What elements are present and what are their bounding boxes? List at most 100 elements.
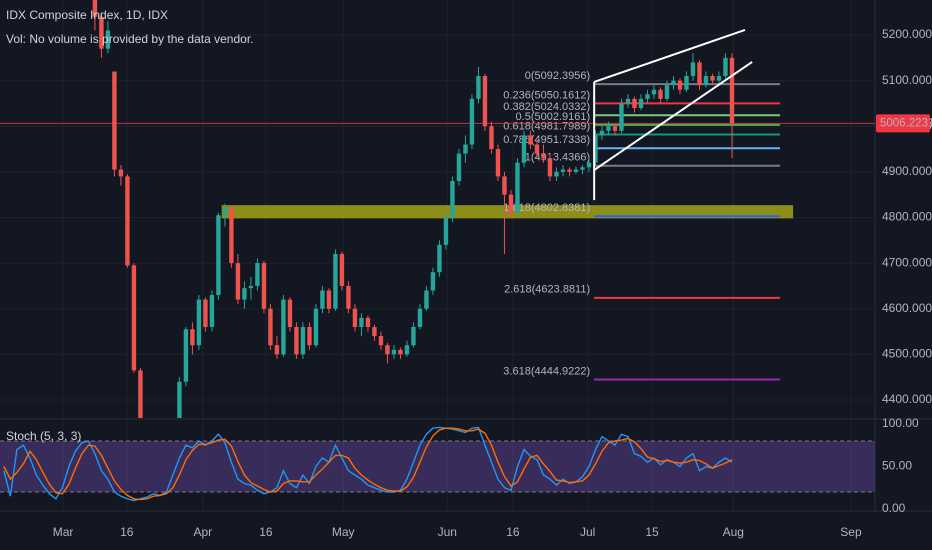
candle-body [677, 80, 683, 90]
candle-body [495, 149, 501, 177]
candle-body [684, 76, 689, 90]
candle-body [697, 62, 702, 86]
candle-body [450, 180, 455, 218]
stoch-band [0, 440, 875, 492]
candle-body [209, 295, 215, 327]
y-tick-label: 4600.0000 [882, 301, 932, 315]
candle-body [580, 167, 585, 170]
candle-body [463, 144, 468, 154]
candle-body [710, 76, 715, 81]
candle-body [606, 126, 611, 131]
axes: 5200.00005100.00005000.00004900.00004800… [53, 27, 932, 539]
candle-body [430, 272, 436, 291]
stoch-pane [0, 426, 875, 502]
candle-body [229, 208, 234, 264]
candle-body [222, 208, 228, 216]
candle-body [541, 153, 546, 159]
candle-body [118, 169, 124, 177]
candle-body [690, 62, 696, 77]
candle-body [261, 263, 267, 309]
candle-body [99, 16, 104, 49]
fib-label: 2.618(4623.8811) [504, 284, 590, 296]
fib-label: 0.618(4981.7989) [503, 120, 590, 132]
x-tick-label: Jun [438, 525, 457, 539]
candle-body [645, 94, 650, 99]
candle-body [268, 308, 273, 346]
stoch-tick-label: 100.00 [882, 416, 919, 430]
fib-label: 0.786(4951.7338) [503, 134, 590, 146]
candle-body [456, 153, 462, 181]
candle-body [469, 98, 475, 145]
candle-body [638, 98, 644, 108]
x-tick-label: Apr [193, 525, 212, 539]
y-tick-label: 4500.0000 [882, 347, 932, 361]
fib-label: 0.382(5024.0332) [503, 101, 590, 113]
candle-body [560, 169, 566, 172]
candle-body [567, 169, 572, 172]
y-tick-label: 5100.0000 [882, 73, 932, 87]
candle-body [489, 126, 494, 150]
candle-body [105, 30, 111, 49]
x-tick-label: 16 [259, 525, 273, 539]
candle-body [242, 288, 247, 300]
candle-body [339, 253, 345, 286]
candle-body [586, 162, 592, 168]
candle-body [287, 299, 293, 327]
candle-body [619, 103, 624, 131]
trend-line [593, 61, 753, 171]
candle-body [417, 308, 423, 327]
x-tick-label: 16 [120, 525, 134, 539]
candle-body [378, 336, 384, 346]
candle-body [183, 329, 189, 382]
x-tick-label: 16 [506, 525, 520, 539]
candle-body [138, 370, 143, 418]
x-tick-label: 15 [645, 525, 659, 539]
candle-body [294, 326, 299, 355]
candle-body [437, 244, 442, 273]
grid [0, 0, 875, 511]
candle-body [612, 126, 618, 131]
price-pane: 0(5092.3956) 0.236(5050.1612)0.382(5024.0… [0, 0, 875, 418]
candle-body [508, 194, 514, 213]
candle-body [203, 299, 208, 327]
candle-body [385, 345, 390, 355]
stoch-line [3, 427, 733, 501]
candle-body [372, 326, 377, 337]
stoch-tick-label: 0.00 [882, 501, 906, 515]
candle-body [92, 0, 98, 17]
candle-body [190, 329, 195, 346]
candle-body [300, 326, 306, 355]
candle-body [729, 57, 735, 124]
candle-body [625, 98, 631, 104]
last-price-tag [876, 114, 930, 133]
fib-label: 3.618(4444.9222) [503, 365, 590, 377]
candle-body [482, 76, 488, 127]
stoch-tick-label: 50.00 [882, 459, 912, 473]
x-tick-label: Aug [723, 525, 744, 539]
candle-body [664, 85, 670, 99]
candle-body [313, 308, 319, 346]
fib-label: 1(4913.4366) [525, 152, 590, 164]
fib-label: 0.236(5050.1612) [503, 89, 590, 101]
x-tick-label: Mar [53, 525, 74, 539]
last-price-label: 5006.2231 [880, 117, 932, 129]
candle-body [248, 285, 254, 289]
fib-label: 1.618(4802.8381) [503, 202, 590, 214]
candle-body [547, 158, 553, 177]
candle-body [404, 345, 410, 355]
candle-body [274, 345, 280, 355]
candle-body [196, 299, 202, 346]
candle-body [411, 326, 416, 346]
indicator-title: Stoch (5, 3, 3) [6, 429, 81, 443]
candle-body [359, 317, 364, 327]
candle-body [177, 381, 182, 418]
fib-label: 0(5092.3956) [525, 70, 590, 82]
candle-body [125, 176, 130, 266]
candle-body [703, 76, 709, 86]
candle-body [391, 349, 397, 355]
y-tick-label: 4900.0000 [882, 164, 932, 178]
candle-body [528, 135, 533, 145]
